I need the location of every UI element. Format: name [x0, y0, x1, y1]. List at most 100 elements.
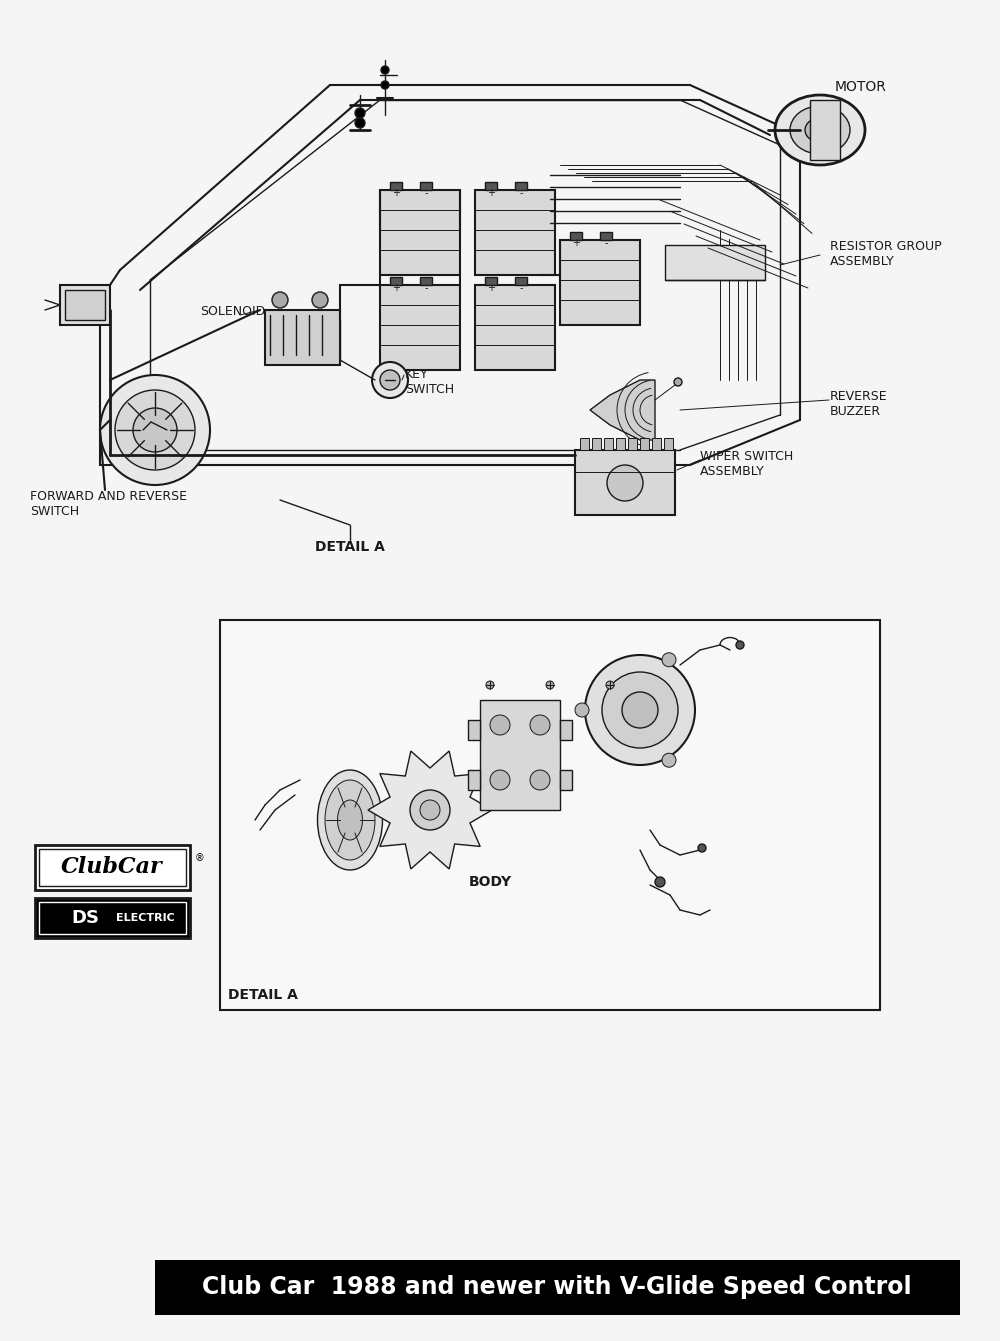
Circle shape: [606, 681, 614, 689]
Circle shape: [662, 754, 676, 767]
Bar: [665, 245, 765, 280]
Bar: [628, 439, 637, 451]
Circle shape: [381, 80, 389, 89]
Bar: [640, 439, 649, 451]
Bar: [60, 286, 110, 325]
Circle shape: [530, 770, 550, 790]
Text: MOTOR: MOTOR: [835, 80, 887, 94]
Text: -: -: [519, 283, 523, 292]
Circle shape: [585, 654, 695, 764]
Bar: [420, 278, 432, 286]
Bar: [485, 278, 497, 286]
Circle shape: [410, 790, 450, 830]
Circle shape: [490, 715, 510, 735]
Text: DETAIL A: DETAIL A: [228, 988, 298, 1002]
Text: -: -: [424, 188, 428, 198]
Text: SOLENOID: SOLENOID: [200, 304, 265, 318]
Circle shape: [380, 370, 400, 390]
Bar: [468, 770, 480, 790]
Bar: [604, 439, 613, 451]
Circle shape: [530, 715, 550, 735]
Text: FORWARD AND REVERSE
SWITCH: FORWARD AND REVERSE SWITCH: [30, 489, 187, 518]
Bar: [265, 310, 340, 365]
Bar: [560, 720, 572, 740]
Circle shape: [115, 390, 195, 469]
Ellipse shape: [790, 106, 850, 154]
Text: DS: DS: [71, 909, 99, 927]
Bar: [580, 439, 589, 451]
Bar: [220, 620, 880, 1010]
Circle shape: [272, 292, 288, 308]
Circle shape: [698, 843, 706, 852]
Circle shape: [355, 118, 365, 127]
Bar: [485, 182, 497, 190]
Bar: [664, 439, 673, 451]
Bar: [35, 845, 190, 890]
Bar: [39, 902, 186, 933]
Bar: [515, 278, 527, 286]
Circle shape: [133, 408, 177, 452]
Ellipse shape: [325, 780, 375, 860]
Text: -: -: [604, 237, 608, 248]
Circle shape: [655, 877, 665, 886]
Text: REVERSE
BUZZER: REVERSE BUZZER: [830, 390, 888, 418]
Bar: [515, 182, 527, 190]
Bar: [570, 232, 582, 240]
Text: Club Car  1988 and newer with V-Glide Speed Control: Club Car 1988 and newer with V-Glide Spe…: [202, 1275, 912, 1299]
Circle shape: [575, 703, 589, 717]
Text: ELECTRIC: ELECTRIC: [116, 913, 174, 923]
Ellipse shape: [805, 118, 835, 142]
Text: -: -: [424, 283, 428, 292]
Bar: [468, 720, 480, 740]
Ellipse shape: [318, 770, 382, 870]
Bar: [380, 286, 460, 370]
Text: +: +: [487, 283, 495, 292]
Circle shape: [602, 672, 678, 748]
Polygon shape: [590, 380, 655, 440]
Bar: [39, 849, 186, 886]
Polygon shape: [368, 751, 492, 869]
Bar: [475, 286, 555, 370]
Bar: [560, 770, 572, 790]
Bar: [810, 101, 840, 160]
Circle shape: [381, 66, 389, 74]
Bar: [480, 700, 560, 810]
Circle shape: [486, 681, 494, 689]
Bar: [592, 439, 601, 451]
Circle shape: [736, 641, 744, 649]
Bar: [575, 451, 675, 515]
Circle shape: [607, 465, 643, 502]
Circle shape: [420, 801, 440, 819]
Text: ClubCar: ClubCar: [61, 856, 163, 878]
Text: +: +: [487, 188, 495, 198]
Text: -: -: [519, 188, 523, 198]
Text: +: +: [572, 237, 580, 248]
Bar: [390, 278, 402, 286]
Text: WIPER SWITCH
ASSEMBLY: WIPER SWITCH ASSEMBLY: [700, 451, 793, 477]
Bar: [65, 290, 105, 320]
Text: RESISTOR GROUP
ASSEMBLY: RESISTOR GROUP ASSEMBLY: [830, 240, 942, 268]
Circle shape: [546, 681, 554, 689]
Circle shape: [372, 362, 408, 398]
Circle shape: [312, 292, 328, 308]
Text: DETAIL A: DETAIL A: [315, 540, 385, 554]
Circle shape: [674, 378, 682, 386]
Circle shape: [100, 375, 210, 485]
Bar: [616, 439, 625, 451]
Bar: [390, 182, 402, 190]
Bar: [35, 898, 190, 937]
Bar: [475, 190, 555, 275]
Circle shape: [622, 692, 658, 728]
Bar: [652, 439, 661, 451]
Circle shape: [662, 653, 676, 666]
Ellipse shape: [338, 801, 362, 839]
Text: KEY
SWITCH: KEY SWITCH: [405, 367, 454, 396]
Text: +: +: [392, 283, 400, 292]
Bar: [420, 182, 432, 190]
Text: ®: ®: [195, 853, 205, 864]
Circle shape: [490, 770, 510, 790]
Circle shape: [355, 109, 365, 118]
Text: BODY: BODY: [468, 874, 512, 889]
Bar: [380, 190, 460, 275]
Bar: [155, 1261, 960, 1316]
